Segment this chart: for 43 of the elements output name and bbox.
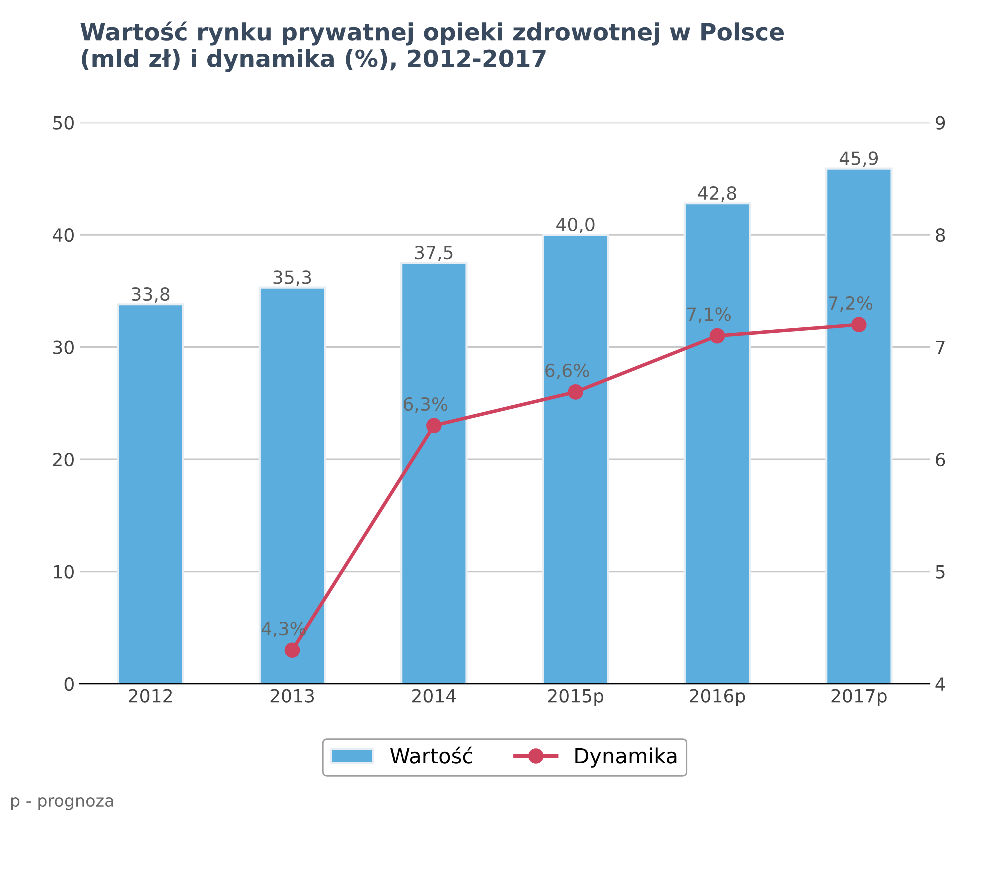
point: [852, 317, 867, 332]
legend-label: Wartość: [390, 746, 472, 764]
y-tick-label: 0: [64, 678, 74, 692]
data-label: 45,9: [840, 152, 878, 168]
y-tick-label: 30: [54, 340, 74, 354]
data-label: 6,6%: [546, 364, 590, 380]
bar: [542, 234, 610, 684]
chart-title: Wartość rynku prywatnej opieki zdrowotnej w Polsce (mld zł) i dynamika (%), 2012-2017: [80, 22, 784, 72]
y2-tick-label: 5: [936, 566, 945, 579]
x-tick-label: 2016p: [690, 689, 746, 706]
x-tick-label: 2014: [412, 689, 456, 703]
y2-tick-label: 8: [936, 228, 946, 242]
y2-tick-label: 4: [936, 678, 946, 691]
data-label: 37,5: [415, 246, 453, 262]
bar: [684, 202, 752, 684]
x-tick-label: 2012: [129, 689, 172, 703]
y-tick-label: 50: [54, 116, 74, 130]
point: [568, 384, 584, 400]
data-label: 40,0: [556, 218, 595, 234]
data-label: 35,3: [274, 270, 312, 286]
point: [426, 418, 442, 434]
point: [284, 642, 300, 658]
point: [710, 328, 726, 344]
y-tick-label: 40: [53, 228, 74, 242]
x-tick-label: 2017p: [832, 689, 887, 706]
y2-tick-label: 9: [936, 116, 946, 130]
x-tick-label: 2015p: [548, 689, 604, 706]
y-tick-label: 20: [53, 453, 74, 467]
bar: [400, 262, 468, 684]
y2-tick-label: 6: [936, 453, 946, 467]
data-label: 7,2%: [829, 296, 873, 312]
bar: [258, 286, 326, 684]
y-tick-label: 10: [54, 565, 74, 579]
bar: [117, 304, 184, 684]
y2-tick-label: 7: [936, 340, 945, 354]
bar: [826, 168, 893, 684]
legend-label: Dynamika: [576, 748, 677, 768]
text: p - prognoza: [12, 798, 114, 810]
data-label: 6,3%: [404, 397, 448, 413]
x-tick-label: 2013: [270, 689, 314, 703]
data-label: 7,1%: [688, 308, 731, 324]
data-label: 33,8: [132, 287, 170, 303]
data-label: 42,8: [698, 186, 736, 202]
